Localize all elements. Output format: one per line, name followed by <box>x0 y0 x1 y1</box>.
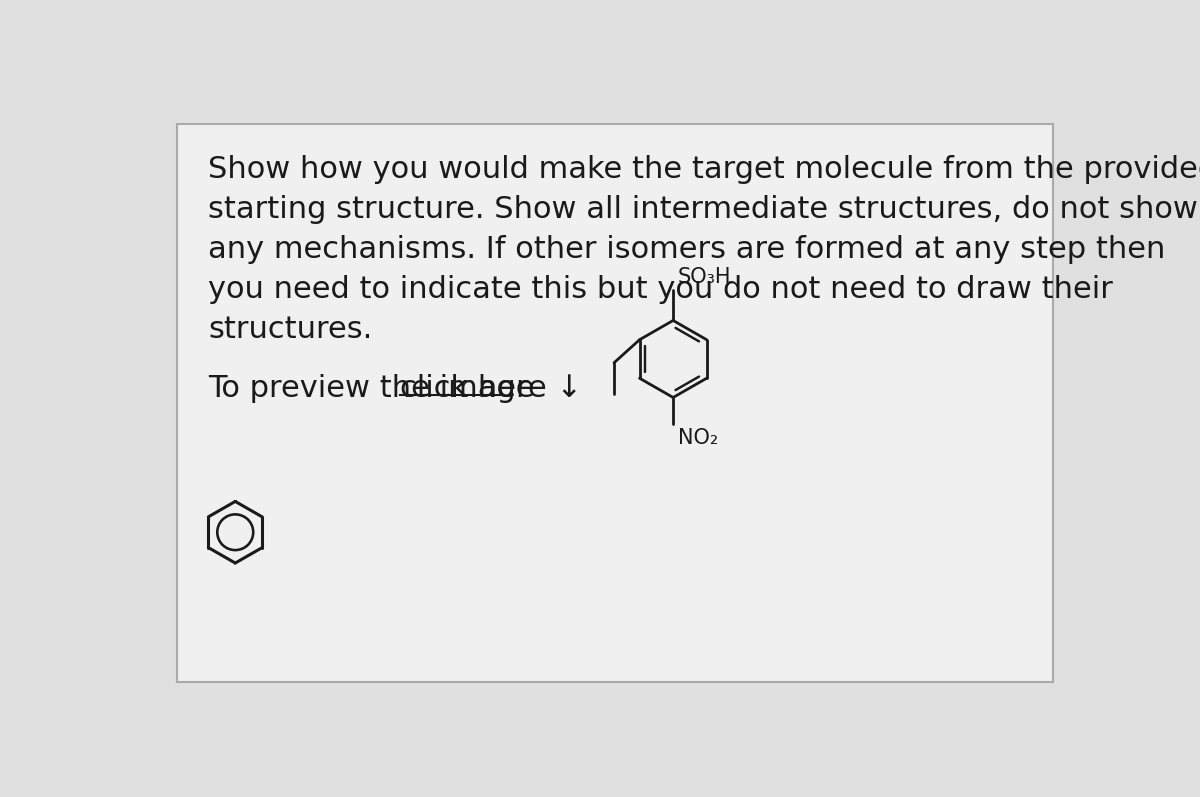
Text: you need to indicate this but you do not need to draw their: you need to indicate this but you do not… <box>208 275 1114 304</box>
Text: SO₃H: SO₃H <box>678 267 731 287</box>
FancyBboxPatch shape <box>178 124 1052 682</box>
Text: any mechanisms. If other isomers are formed at any step then: any mechanisms. If other isomers are for… <box>208 235 1165 264</box>
Text: Show how you would make the target molecule from the provided: Show how you would make the target molec… <box>208 155 1200 184</box>
Text: To preview the image: To preview the image <box>208 375 545 403</box>
Text: starting structure. Show all intermediate structures, do not show: starting structure. Show all intermediat… <box>208 195 1198 224</box>
Text: structures.: structures. <box>208 315 372 344</box>
Text: NO₂: NO₂ <box>678 427 718 447</box>
Text: click here ↓: click here ↓ <box>400 375 582 403</box>
